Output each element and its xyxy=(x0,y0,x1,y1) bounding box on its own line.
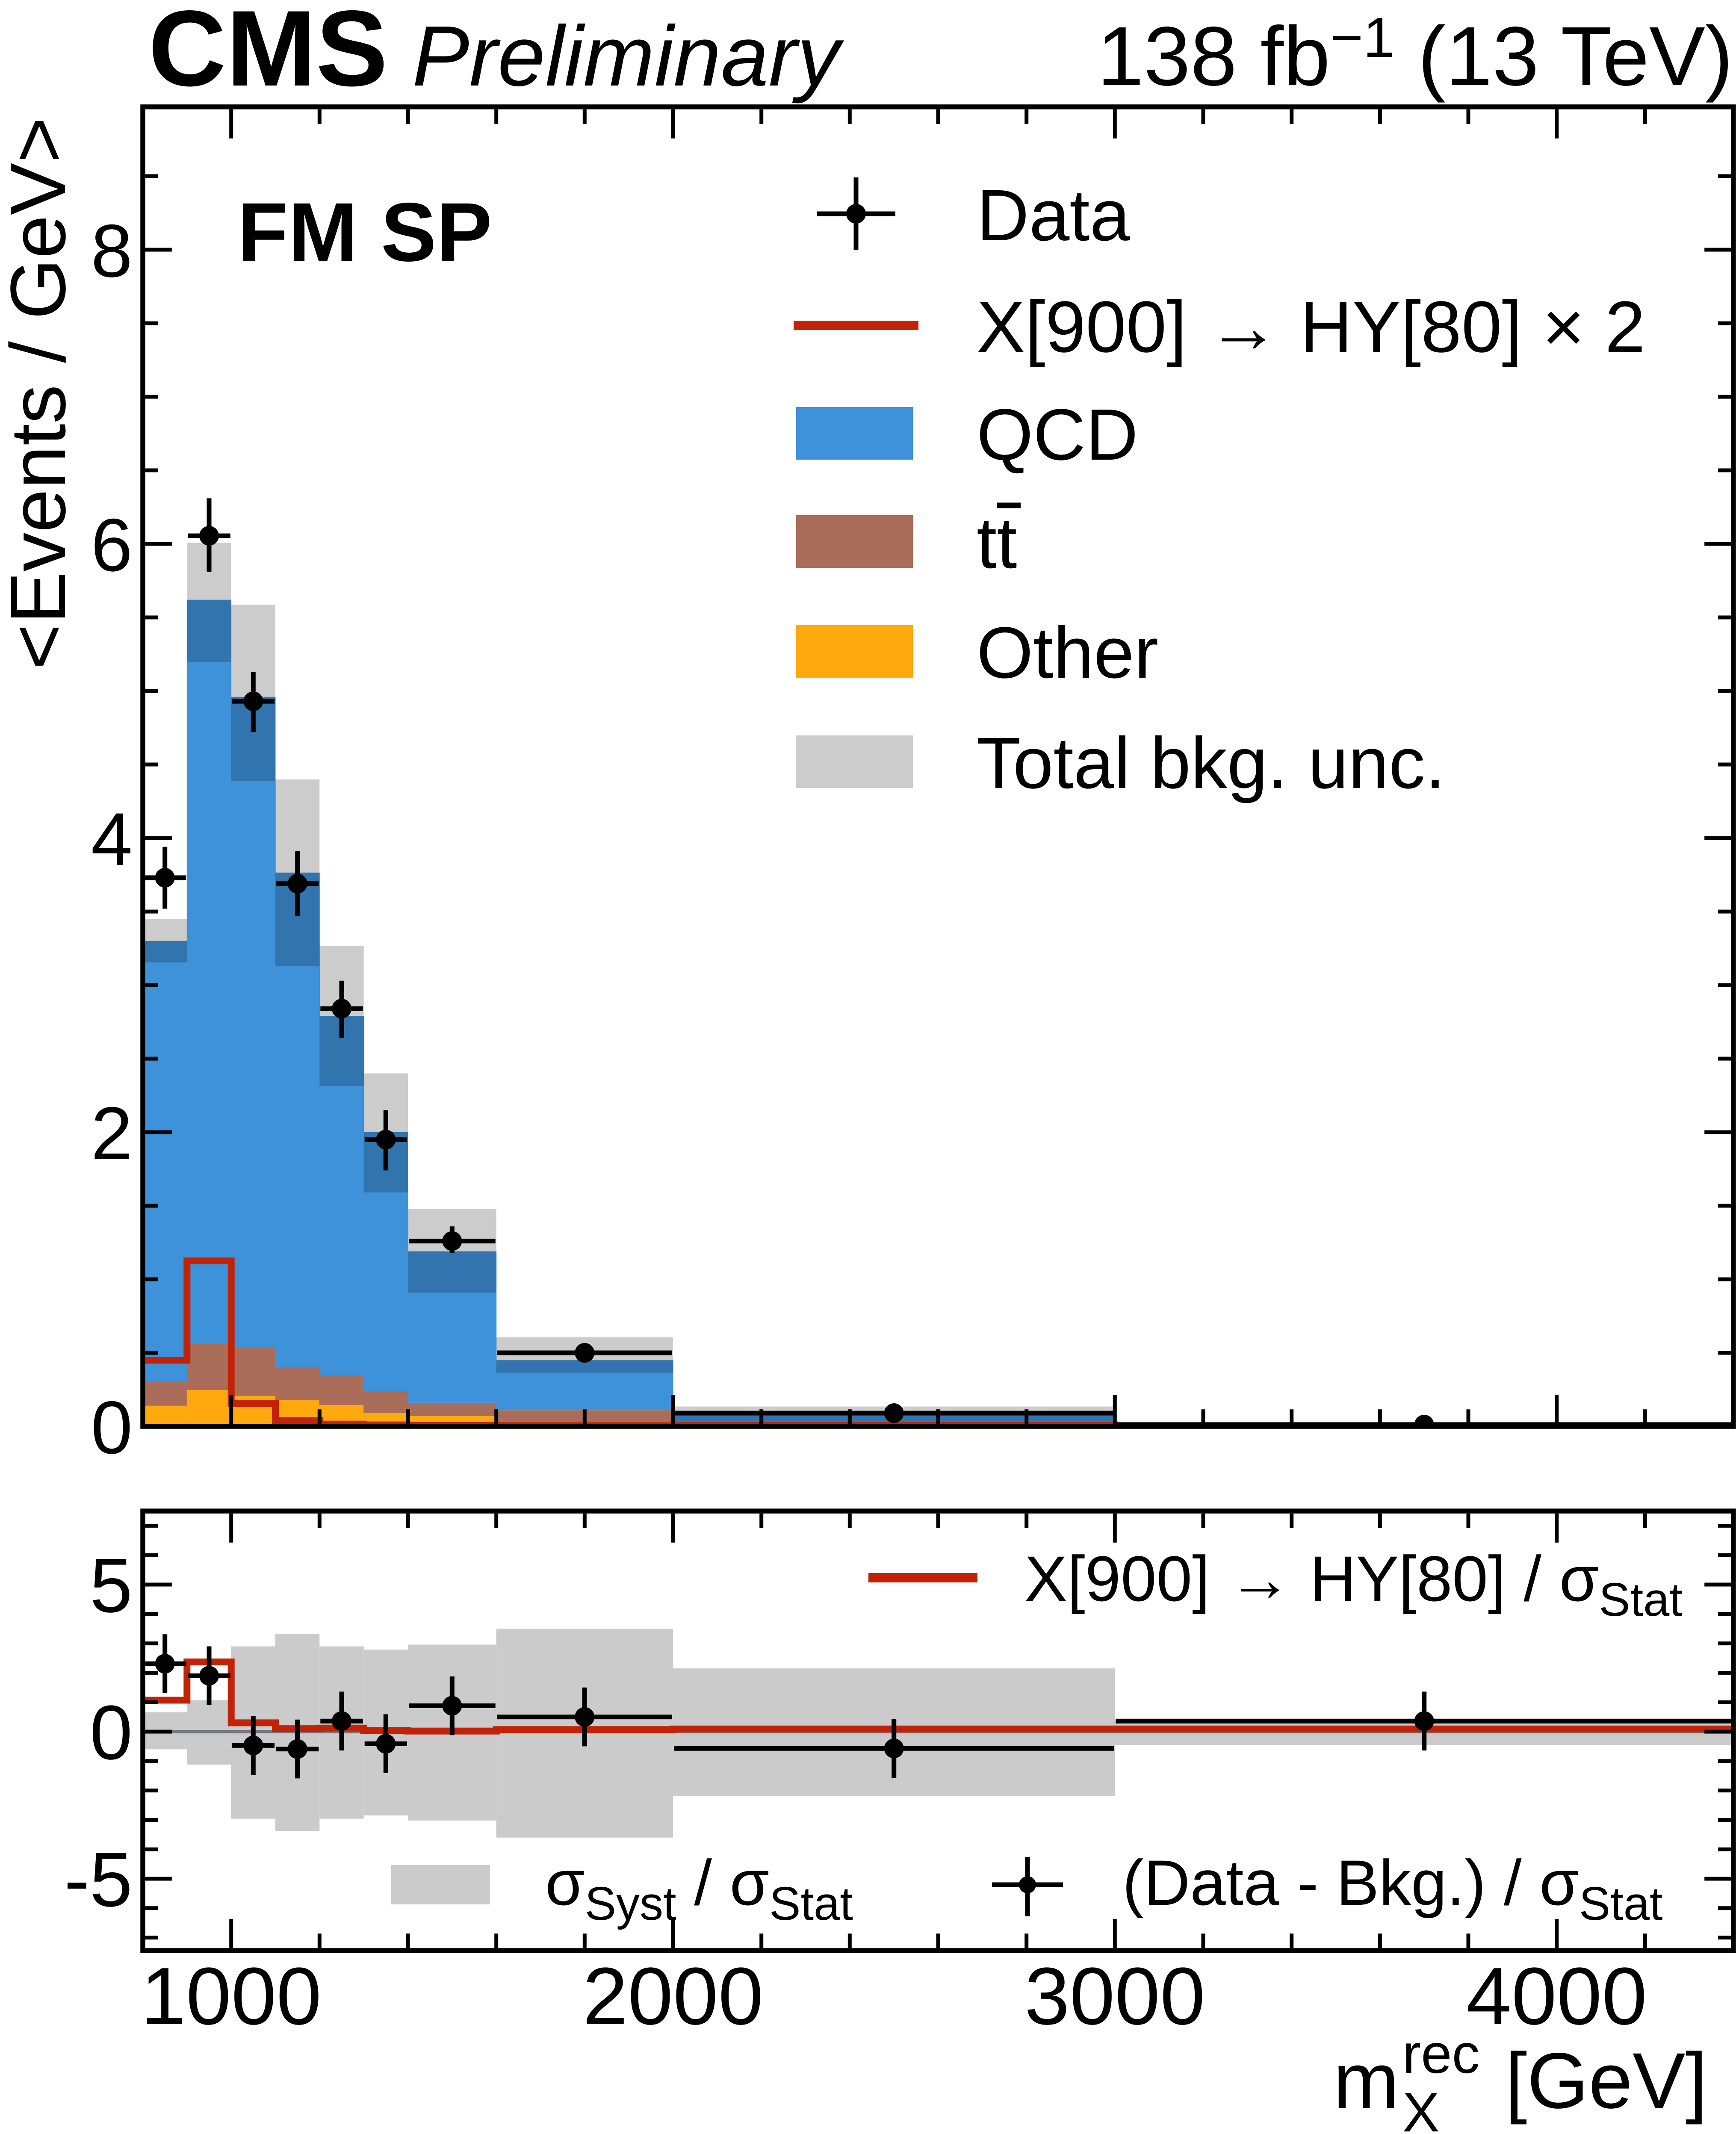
svg-text:138 fb−1 (13 TeV): 138 fb−1 (13 TeV) xyxy=(1097,6,1733,103)
svg-text:Total bkg. unc.: Total bkg. unc. xyxy=(977,723,1445,804)
svg-text:6: 6 xyxy=(91,504,133,587)
svg-text:1000: 1000 xyxy=(141,1951,322,2042)
svg-text:2: 2 xyxy=(91,1092,133,1175)
svg-text:2000: 2000 xyxy=(583,1951,764,2042)
svg-text:Preliminary: Preliminary xyxy=(412,9,844,104)
svg-text:-5: -5 xyxy=(64,1837,133,1923)
svg-text:5: 5 xyxy=(90,1543,133,1629)
svg-text:0: 0 xyxy=(91,1386,133,1470)
svg-text:<Events / GeV>: <Events / GeV> xyxy=(0,117,82,670)
svg-text:Data: Data xyxy=(977,175,1131,256)
svg-text:FM SP: FM SP xyxy=(237,186,492,279)
svg-text:QCD: QCD xyxy=(977,394,1138,475)
svg-text:8: 8 xyxy=(91,210,133,293)
svg-text:rec: rec xyxy=(1402,2022,1480,2085)
svg-text:4: 4 xyxy=(91,798,133,881)
svg-text:tt: tt xyxy=(977,502,1017,584)
svg-text:CMS: CMS xyxy=(148,0,388,109)
svg-text:X[900] → HY[80] / σStat: X[900] → HY[80] / σStat xyxy=(1024,1543,1683,1626)
svg-text:3000: 3000 xyxy=(1024,1951,1205,2042)
svg-text:m: m xyxy=(1333,2037,1399,2125)
svg-text:X: X xyxy=(1402,2081,1440,2134)
svg-text:[GeV]: [GeV] xyxy=(1505,2037,1707,2125)
svg-text:X[900] → HY[80] × 2: X[900] → HY[80] × 2 xyxy=(977,286,1645,368)
svg-text:4000: 4000 xyxy=(1466,1951,1647,2042)
svg-text:Other: Other xyxy=(977,612,1158,694)
svg-text:0: 0 xyxy=(90,1690,133,1776)
svg-text:(Data - Bkg.) / σStat: (Data - Bkg.) / σStat xyxy=(1122,1847,1662,1930)
